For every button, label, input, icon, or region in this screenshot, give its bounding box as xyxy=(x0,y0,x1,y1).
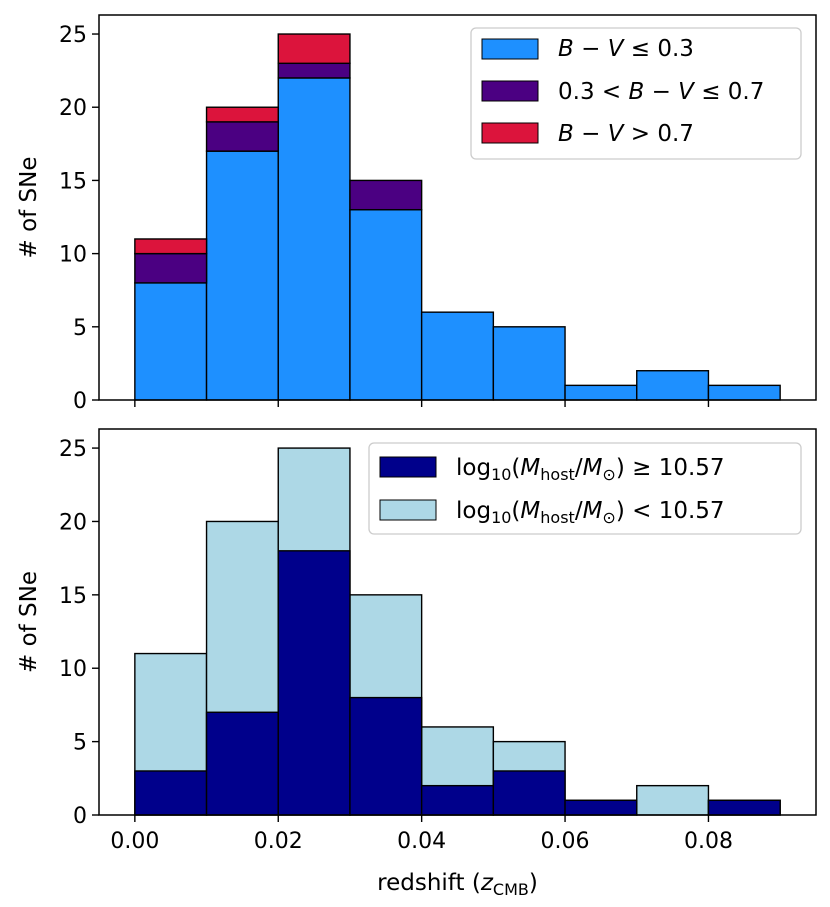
legend-swatch-bv-mid xyxy=(481,80,539,102)
legend-label-bv-mid: 0.3 < B − V ≤ 0.7 xyxy=(558,79,764,105)
bar-high-mass-bin8 xyxy=(707,799,781,816)
top-histogram-panel: 0 5 10 15 20 25 # of SNe B − V ≤ 0.3 0.3 < B … xyxy=(16,14,817,414)
bar-s1-bin2 xyxy=(277,62,351,79)
x-tick-label-0: 0.00 xyxy=(110,829,159,854)
bar-s0-bin7 xyxy=(636,370,710,401)
bottom-histogram-panel: 0 5 10 15 20 25 0.00 0.02 0.04 0.06 0.08 # of SNe… xyxy=(16,428,817,899)
bar-s0-bin0 xyxy=(134,282,208,401)
top-y-ticks: 0 5 10 15 20 25 xyxy=(59,23,99,414)
y-tick-label-20: 20 xyxy=(59,510,87,535)
bottom-legend: log10(Mhost/M⊙) ≥ 10.57 log10(Mhost/M⊙) … xyxy=(368,442,802,535)
bar-s1-bin3 xyxy=(349,179,423,211)
x-tick-label-4: 0.08 xyxy=(684,829,733,854)
bar-total-bin7 xyxy=(636,784,710,816)
legend-label-high-mass: log10(Mhost/M⊙) ≥ 10.57 xyxy=(456,455,725,484)
top-axes-frame xyxy=(98,14,817,401)
bar-s2-bin0 xyxy=(134,238,208,255)
legend-swatch-low-mass xyxy=(379,499,437,521)
y-tick-label-25: 25 xyxy=(59,437,87,462)
bar-high-mass-bin0 xyxy=(134,770,208,816)
top-bars xyxy=(134,33,781,401)
y-tick-label-0: 0 xyxy=(73,804,87,829)
bar-high-mass-bin2 xyxy=(277,550,351,816)
legend-label-low-mass: log10(Mhost/M⊙) < 10.57 xyxy=(456,498,725,527)
y-tick-label-15: 15 xyxy=(59,169,87,194)
legend-label-bv-high: B − V > 0.7 xyxy=(558,121,694,147)
bar-high-mass-bin5 xyxy=(492,770,566,816)
y-tick-label-15: 15 xyxy=(59,584,87,609)
bar-s0-bin2 xyxy=(277,77,351,401)
bottom-axes-frame xyxy=(98,428,817,816)
bar-s1-bin1 xyxy=(205,121,279,152)
bar-s0-bin6 xyxy=(564,384,638,401)
bottom-y-ticks: 0 5 10 15 20 25 xyxy=(59,437,99,829)
bar-high-mass-bin4 xyxy=(420,784,495,816)
y-tick-label-5: 5 xyxy=(73,316,87,341)
bar-high-mass-bin3 xyxy=(349,696,423,816)
bar-s0-bin3 xyxy=(349,208,423,401)
y-tick-label-0: 0 xyxy=(73,389,87,414)
y-tick-label-10: 10 xyxy=(59,243,87,268)
bar-s1-bin0 xyxy=(134,252,208,284)
legend-label-bv-low: B − V ≤ 0.3 xyxy=(558,36,694,62)
bar-s0-bin5 xyxy=(492,326,566,401)
bottom-x-ticks: 0.00 0.02 0.04 0.06 0.08 xyxy=(110,815,733,854)
y-tick-label-20: 20 xyxy=(59,96,87,121)
bottom-y-axis-label: # of SNe xyxy=(16,571,42,673)
bottom-bars xyxy=(134,447,781,816)
top-x-ticks xyxy=(134,400,710,407)
bottom-x-axis-label: redshift (zCMB) xyxy=(377,870,538,899)
y-tick-label-25: 25 xyxy=(59,23,87,48)
bottom-legend-box xyxy=(368,442,802,535)
legend-swatch-bv-low xyxy=(481,38,539,60)
x-tick-label-1: 0.02 xyxy=(254,829,303,854)
top-legend-box xyxy=(470,27,802,160)
y-tick-label-5: 5 xyxy=(73,731,87,756)
x-tick-label-2: 0.04 xyxy=(397,829,446,854)
bar-s0-bin4 xyxy=(420,311,495,401)
legend-swatch-high-mass xyxy=(379,456,437,478)
bar-s0-bin8 xyxy=(707,384,781,401)
x-axis-label-z: z xyxy=(480,870,494,896)
x-tick-label-3: 0.06 xyxy=(541,829,590,854)
bar-s0-bin1 xyxy=(205,150,279,401)
top-y-axis-label: # of SNe xyxy=(16,156,42,258)
legend-swatch-bv-high xyxy=(481,122,539,144)
bar-high-mass-bin6 xyxy=(564,799,638,816)
top-legend: B − V ≤ 0.3 0.3 < B − V ≤ 0.7 B − V > 0.… xyxy=(470,27,802,160)
bar-s2-bin1 xyxy=(205,106,279,123)
bar-s2-bin2 xyxy=(277,33,351,65)
y-tick-label-10: 10 xyxy=(59,657,87,682)
bar-high-mass-bin1 xyxy=(205,711,279,816)
